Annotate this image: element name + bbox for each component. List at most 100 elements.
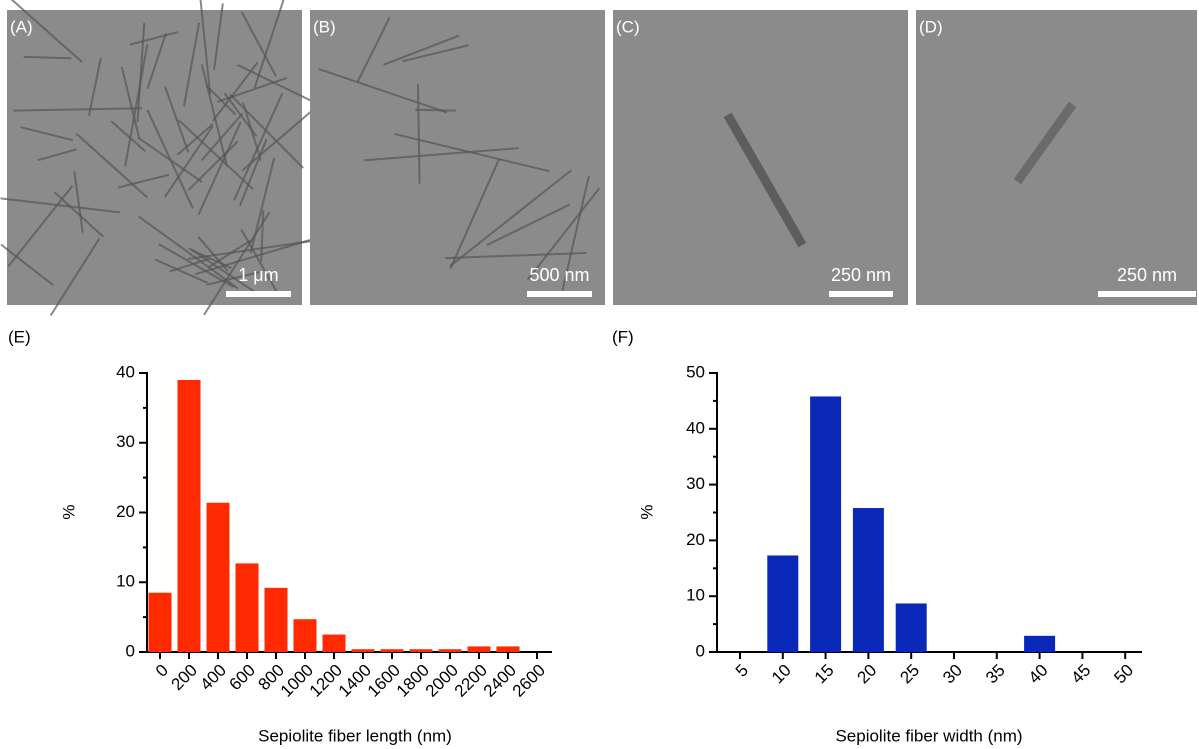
bar xyxy=(409,649,433,652)
bar xyxy=(496,646,520,652)
chart: (F) 0 10 20 30 40 50 5 10 15 20 25 30 35 40 45 50 Sepioli… xyxy=(612,327,1142,745)
bar xyxy=(438,649,462,652)
fiber xyxy=(260,210,265,262)
scale-bar-label: 1 μm xyxy=(238,265,278,285)
bar xyxy=(380,649,404,652)
x-tick-label: 10 xyxy=(768,661,795,688)
fiber xyxy=(110,120,146,152)
fiber xyxy=(240,229,279,295)
micrograph xyxy=(310,10,605,305)
fiber xyxy=(0,197,121,214)
fiber xyxy=(88,57,102,116)
panel-label: (B) xyxy=(313,17,336,36)
fiber xyxy=(216,77,288,103)
x-tick-label: 200 xyxy=(168,661,201,694)
fiber xyxy=(53,191,104,238)
x-tick-label: 2600 xyxy=(509,661,549,701)
fiber xyxy=(233,92,284,201)
y-tick-label: 10 xyxy=(686,586,705,605)
fiber xyxy=(212,61,259,122)
fiber xyxy=(191,249,232,269)
x-axis-label: Sepiolite fiber width (nm) xyxy=(835,726,1022,745)
bar xyxy=(148,592,172,652)
x-tick-label: 2400 xyxy=(480,661,520,701)
fiber xyxy=(37,148,77,162)
x-tick-label: 600 xyxy=(226,661,259,694)
image-panel: (A) 1 μm xyxy=(0,0,326,316)
fiber xyxy=(49,238,101,316)
fiber xyxy=(188,247,259,296)
fiber xyxy=(241,104,320,172)
x-tick-label: 15 xyxy=(811,661,838,688)
bar xyxy=(1024,635,1056,652)
x-tick-label: 1600 xyxy=(364,661,404,701)
fiber xyxy=(10,0,83,63)
fiber xyxy=(164,86,190,153)
fiber xyxy=(1013,101,1077,185)
x-axis-label: Sepiolite fiber length (nm) xyxy=(258,726,452,745)
image-panel: (B) 500 nm xyxy=(310,10,605,305)
fiber xyxy=(176,123,214,156)
panel-label: (E) xyxy=(8,327,31,346)
fiber xyxy=(136,22,146,123)
micrograph xyxy=(916,10,1197,305)
bar xyxy=(767,555,799,652)
x-tick-label: 0 xyxy=(152,661,172,681)
fiber xyxy=(449,158,500,270)
fiber xyxy=(146,32,168,90)
scale-bar-label: 500 nm xyxy=(529,265,589,285)
x-tick-label: 20 xyxy=(854,661,881,688)
fiber xyxy=(23,55,72,60)
fiber xyxy=(164,125,214,198)
chart: (E)0102030400200400600800100012001400160… xyxy=(8,327,552,745)
fiber xyxy=(486,203,571,247)
y-tick-label: 30 xyxy=(686,474,705,493)
fiber xyxy=(206,271,260,286)
fiber xyxy=(124,43,149,167)
fiber xyxy=(187,140,239,192)
x-tick-label: 1400 xyxy=(335,661,375,701)
fiber xyxy=(0,243,54,286)
fiber xyxy=(723,112,807,248)
fiber xyxy=(200,112,244,162)
x-tick-label: 30 xyxy=(939,661,966,688)
x-tick-label: 45 xyxy=(1068,661,1095,688)
fiber xyxy=(356,16,391,83)
fiber xyxy=(199,0,212,95)
fiber xyxy=(200,64,229,167)
fiber xyxy=(182,22,201,107)
y-tick-label: 0 xyxy=(696,641,705,660)
x-tick-label: 40 xyxy=(1025,661,1052,688)
bar xyxy=(177,379,201,652)
x-tick-label: 35 xyxy=(982,661,1009,688)
x-tick-label: 5 xyxy=(732,661,752,681)
fiber xyxy=(445,251,587,260)
x-tick-label: 1200 xyxy=(306,661,346,701)
fiber xyxy=(364,147,519,162)
fiber xyxy=(213,3,224,70)
bar xyxy=(206,502,230,652)
fiber xyxy=(188,239,317,260)
panel-label: (C) xyxy=(616,17,640,36)
y-tick-label: 0 xyxy=(126,641,135,660)
fiber xyxy=(415,108,456,112)
scale-bar xyxy=(1098,291,1196,297)
bar xyxy=(293,619,317,652)
fiber xyxy=(253,0,285,89)
fiber xyxy=(197,121,242,216)
fiber xyxy=(416,83,421,184)
scale-bar-label: 250 nm xyxy=(831,265,891,285)
x-tick-label: 2200 xyxy=(451,661,491,701)
fiber xyxy=(383,34,460,66)
fiber xyxy=(20,126,74,142)
bar xyxy=(351,649,375,652)
fiber xyxy=(561,175,590,293)
fiber xyxy=(75,132,148,199)
fiber xyxy=(129,31,179,46)
bar xyxy=(235,563,259,652)
bar xyxy=(852,508,884,652)
fiber xyxy=(146,109,194,209)
y-tick-label: 20 xyxy=(116,502,135,521)
panel-label: (D) xyxy=(919,17,943,36)
